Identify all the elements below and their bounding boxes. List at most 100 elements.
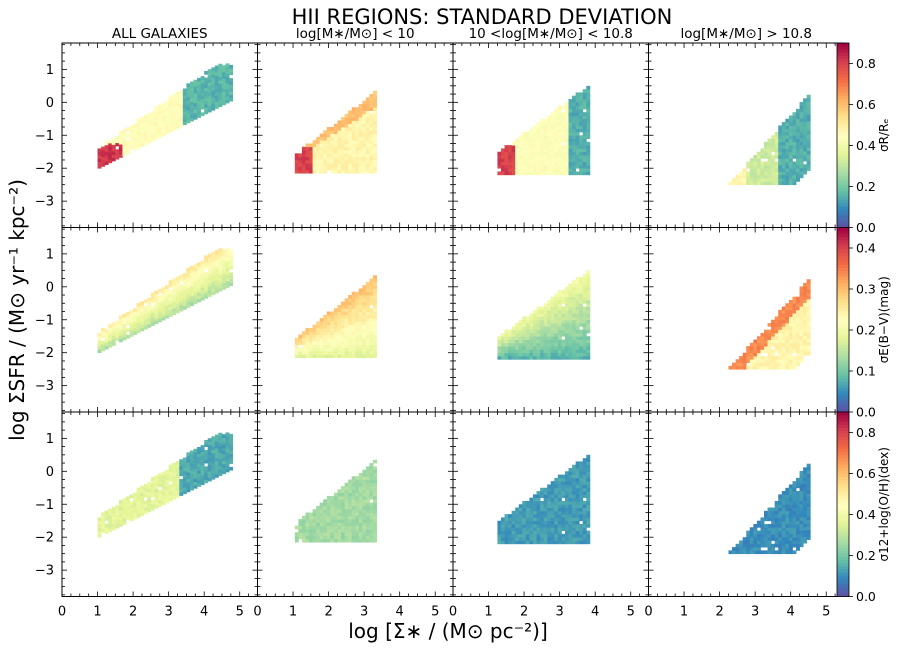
heatmap-cell	[97, 339, 102, 344]
heatmap-cell	[511, 161, 516, 166]
heatmap-cell	[165, 483, 170, 487]
heatmap-cell	[796, 128, 800, 133]
heatmap-cell	[525, 514, 530, 518]
heatmap-cell	[298, 347, 303, 352]
heatmap-cell	[118, 315, 123, 320]
heatmap-cell	[518, 524, 523, 528]
heatmap-cell	[165, 473, 170, 477]
heatmap-cell	[803, 98, 808, 103]
heatmap-cell	[122, 326, 127, 331]
heatmap-cell	[341, 156, 345, 161]
heatmap-cell	[749, 168, 754, 172]
heatmap-cell	[154, 119, 159, 124]
heatmap-cell	[204, 110, 209, 115]
heatmap-cell	[518, 514, 523, 518]
heatmap-cell	[344, 153, 349, 158]
heatmap-cell	[365, 321, 370, 326]
heatmap-cell	[147, 297, 152, 302]
heatmap-cell	[572, 504, 577, 508]
heatmap-cell	[323, 130, 328, 134]
heatmap-cell	[355, 311, 360, 316]
heatmap-cell	[575, 286, 580, 291]
heatmap-cell	[330, 341, 335, 345]
heatmap-cell	[579, 171, 584, 176]
heatmap-cell	[582, 326, 587, 331]
heatmap-cell	[118, 506, 123, 511]
heatmap-cell	[312, 331, 317, 335]
heatmap-cell	[806, 351, 811, 356]
heatmap-cell	[774, 181, 779, 186]
heatmap-cell	[515, 145, 520, 149]
heatmap-cell	[575, 352, 580, 357]
heatmap-cell	[781, 122, 786, 126]
heatmap-cell	[221, 91, 226, 96]
heatmap-cell	[143, 315, 148, 320]
heatmap-cell	[333, 314, 338, 319]
heatmap-cell	[186, 113, 191, 117]
heatmap-cell	[799, 352, 804, 357]
heatmap-cell	[369, 331, 374, 335]
heatmap-cell	[518, 339, 523, 344]
heatmap-cell	[362, 133, 367, 138]
heatmap-cell	[344, 146, 349, 151]
heatmap-cell	[508, 349, 513, 354]
heatmap-cell	[550, 118, 555, 123]
heatmap-cell	[330, 535, 335, 540]
heatmap-cell	[193, 92, 198, 97]
heatmap-cell	[575, 316, 580, 321]
heatmap-cell	[796, 296, 800, 301]
heatmap-cell	[511, 540, 516, 545]
heatmap-cell	[118, 147, 123, 152]
heatmap-cell	[365, 97, 370, 102]
heatmap-cell	[771, 359, 776, 363]
heatmap-cell	[568, 520, 573, 525]
heatmap-cell	[189, 467, 194, 471]
heatmap-cell	[214, 91, 219, 96]
heatmap-cell	[518, 504, 523, 508]
panel-r0-c3	[648, 42, 845, 228]
heatmap-cell	[575, 92, 580, 97]
heatmap-cell	[735, 178, 740, 182]
heatmap-cell	[373, 159, 377, 164]
heatmap-cell	[319, 515, 324, 520]
heatmap-cell	[540, 494, 545, 499]
heatmap-cell	[532, 352, 537, 357]
heatmap-cell	[575, 115, 580, 120]
heatmap-cell	[136, 500, 141, 505]
heatmap-cell	[554, 303, 559, 307]
heatmap-cell	[326, 502, 331, 507]
heatmap-cell	[168, 497, 173, 502]
heatmap-cell	[362, 522, 367, 527]
heatmap-cell	[767, 138, 772, 143]
heatmap-cell	[323, 538, 328, 543]
heatmap-cell	[785, 171, 790, 176]
heatmap-cell	[550, 500, 555, 505]
heatmap-cell	[586, 270, 591, 275]
heatmap-cell	[373, 295, 377, 299]
heatmap-cell	[582, 309, 587, 314]
heatmap-cell	[319, 324, 324, 329]
heatmap-cell	[351, 314, 356, 319]
heatmap-cell	[133, 127, 138, 131]
heatmap-cell	[140, 120, 145, 124]
heatmap-cell	[803, 348, 808, 353]
heatmap-cell	[568, 99, 573, 103]
heatmap-cell	[572, 342, 577, 347]
heatmap-cell	[337, 354, 342, 359]
heatmap-cell	[540, 336, 545, 340]
heatmap-cell	[564, 125, 569, 130]
heatmap-cell	[118, 509, 123, 514]
heatmap-cell	[333, 143, 338, 148]
heatmap-cell	[358, 331, 363, 335]
heatmap-cell	[319, 341, 324, 345]
heatmap-cell	[575, 329, 580, 334]
heatmap-cell	[358, 532, 363, 536]
heatmap-cell	[207, 69, 212, 73]
heatmap-cell	[358, 476, 363, 480]
heatmap-cell	[781, 125, 786, 130]
heatmap-cell	[143, 483, 148, 488]
heatmap-cell	[547, 306, 552, 311]
heatmap-cell	[586, 108, 591, 113]
heatmap-cell	[557, 326, 562, 331]
heatmap-cell	[547, 148, 552, 153]
